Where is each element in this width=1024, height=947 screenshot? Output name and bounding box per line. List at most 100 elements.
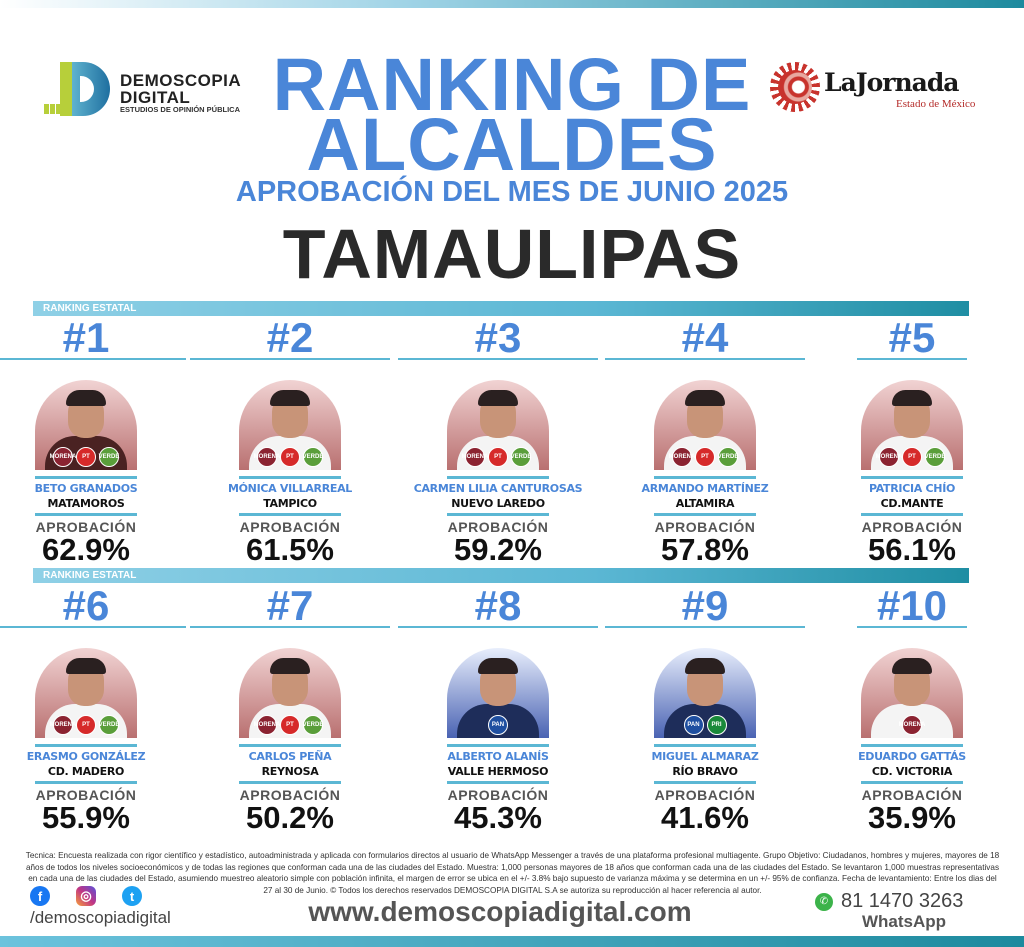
- approval-label: APROBACIÓN: [239, 519, 341, 535]
- mayor-photo: MORENA PT VERDE: [447, 380, 549, 470]
- party-badge-pt: PT: [488, 447, 508, 467]
- party-badge-morena: MORENA: [254, 715, 280, 735]
- party-badges: MORENA PT VERDE: [239, 447, 341, 467]
- rank-number: #4: [681, 314, 729, 361]
- party-badge-morena: MORENA: [669, 447, 695, 467]
- mayor-photo: MORENA PT VERDE: [239, 380, 341, 470]
- mayor-photo: PAN PRI: [654, 648, 756, 738]
- mayor-card: #6 MORENA PT VERDE ERASMO GONZÁLEZ CD. MAD…: [0, 585, 186, 833]
- bottom-accent-bar: [0, 936, 1024, 947]
- party-badge-morena: MORENA: [899, 715, 925, 735]
- social-icons: f ◎ t: [30, 886, 142, 906]
- rank-number: #10: [876, 582, 948, 629]
- approval-value: 61.5%: [246, 532, 334, 567]
- mayor-card: #9 PAN PRI MIGUEL ALMARAZ RÍO BRAVO APROB…: [605, 585, 805, 835]
- party-badge-pt: PT: [902, 447, 922, 467]
- partner-subtitle: Estado de México: [896, 98, 976, 110]
- party-badge-verde: VERDE: [99, 715, 119, 735]
- mayor-photo: MORENA PT VERDE: [861, 380, 963, 470]
- party-badge-morena: MORENA: [50, 715, 76, 735]
- approval-value: 45.3%: [454, 800, 542, 835]
- approval-label: APROBACIÓN: [35, 519, 137, 535]
- subtitle: APROBACIÓN DEL MES DE JUNIO 2025: [235, 176, 789, 208]
- party-badge-verde: VERDE: [511, 447, 531, 467]
- party-badge-verde: VERDE: [303, 447, 323, 467]
- mayor-card: #10 MORENA EDUARDO GATTÁS CD. VICTORIA A…: [812, 582, 1012, 835]
- mayor-name: CARLOS PEÑA: [248, 750, 332, 763]
- mayor-name: ALBERTO ALANÍS: [447, 750, 549, 763]
- facebook-icon[interactable]: f: [30, 886, 50, 906]
- rank-number: #7: [266, 582, 314, 629]
- mayor-photo: MORENA PT VERDE: [35, 648, 137, 738]
- mayor-city: TAMPICO: [263, 497, 317, 510]
- party-badge-morena: MORENA: [462, 447, 488, 467]
- whatsapp-label: WhatsApp: [862, 912, 947, 931]
- title-line1: RANKING DE: [272, 43, 752, 126]
- social-handle[interactable]: /demoscopiadigital: [30, 908, 171, 927]
- party-badge-morena: MORENA: [254, 447, 280, 467]
- divider: [447, 513, 549, 516]
- party-badge-verde: VERDE: [303, 715, 323, 735]
- demoscopia-logo-mark: [42, 60, 110, 120]
- rank-number: #1: [62, 314, 110, 361]
- divider: [239, 781, 341, 784]
- party-badge-verde: VERDE: [925, 447, 945, 467]
- divider: [190, 626, 390, 628]
- divider: [857, 358, 967, 360]
- rank-number: #8: [474, 582, 522, 629]
- whatsapp-icon: ✆: [815, 892, 833, 911]
- approval-value: 41.6%: [661, 800, 749, 835]
- mayor-card: #4 MORENA PT VERDE ARMANDO MARTÍNEZ ALTAMI…: [605, 314, 805, 567]
- mayor-city: CD. MADERO: [47, 765, 125, 778]
- approval-label: APROBACIÓN: [239, 787, 341, 803]
- mayor-city: CD. VICTORIA: [871, 765, 953, 778]
- divider: [654, 744, 756, 747]
- mayor-name: CARMEN LILIA CANTUROSAS: [413, 482, 583, 495]
- party-badge-pt: PT: [76, 447, 96, 467]
- mayor-name: ARMANDO MARTÍNEZ: [641, 482, 769, 495]
- demoscopia-logo: DEMOSCOPIA DIGITAL ESTUDIOS DE OPINIÓN PÚ…: [42, 60, 282, 120]
- state-title: TAMAULIPAS: [282, 215, 742, 293]
- approval-label: APROBACIÓN: [861, 787, 963, 803]
- mayor-card: #1 MORENA PT VERDE BETO GRANADOS MATAMOROS…: [0, 314, 186, 565]
- approval-label: APROBACIÓN: [861, 519, 963, 535]
- mayor-name: MIGUEL ALMARAZ: [651, 750, 759, 763]
- mayor-card: #5 MORENA PT VERDE PATRICIA CHÍO CD.MANTE …: [812, 317, 1012, 565]
- mayor-city: MATAMOROS: [47, 497, 125, 510]
- party-badge-pt: PT: [280, 715, 300, 735]
- divider: [861, 744, 963, 747]
- approval-label: APROBACIÓN: [654, 787, 756, 803]
- party-badges: MORENA PT VERDE: [654, 447, 756, 467]
- instagram-icon[interactable]: ◎: [76, 886, 96, 906]
- whatsapp-contact[interactable]: ✆ 81 1470 3263: [815, 890, 963, 913]
- divider: [654, 513, 756, 516]
- mayor-name: PATRICIA CHÍO: [868, 482, 956, 495]
- party-badges: MORENA PT VERDE: [35, 715, 137, 735]
- mayor-card: #7 MORENA PT VERDE CARLOS PEÑA REYNOSA APR…: [190, 582, 390, 833]
- logo-name: DEMOSCOPIA DIGITAL: [120, 71, 242, 107]
- divider: [239, 744, 341, 747]
- approval-label: APROBACIÓN: [35, 787, 137, 803]
- divider: [857, 626, 967, 628]
- party-badges: MORENA: [861, 715, 963, 735]
- divider: [861, 513, 963, 516]
- divider: [35, 513, 137, 516]
- ranking-bar-1: RANKING ESTATAL: [33, 301, 969, 316]
- party-badge-pt: PT: [280, 447, 300, 467]
- mayor-card: #2 MORENA PT VERDE MÓNICA VILLARREAL TAMPI…: [190, 317, 390, 567]
- methodology-text: Tecnica: Encuesta realizada con rigor ci…: [25, 851, 1000, 895]
- mayor-city: NUEVO LAREDO: [451, 497, 545, 510]
- party-badge-verde: VERDE: [718, 447, 738, 467]
- mayor-name: EDUARDO GATTÁS: [858, 750, 966, 763]
- top-accent-bar: [0, 0, 1024, 8]
- mayor-city: RÍO BRAVO: [672, 765, 738, 778]
- website-link[interactable]: www.demoscopiadigital.com: [308, 896, 692, 927]
- party-badge-pri: PRI: [706, 715, 727, 735]
- approval-value: 35.9%: [868, 800, 956, 835]
- approval-value: 57.8%: [661, 532, 749, 567]
- twitter-icon[interactable]: t: [122, 886, 142, 906]
- divider: [35, 744, 137, 747]
- divider: [654, 476, 756, 479]
- mayor-city: REYNOSA: [261, 765, 319, 778]
- divider: [0, 358, 186, 360]
